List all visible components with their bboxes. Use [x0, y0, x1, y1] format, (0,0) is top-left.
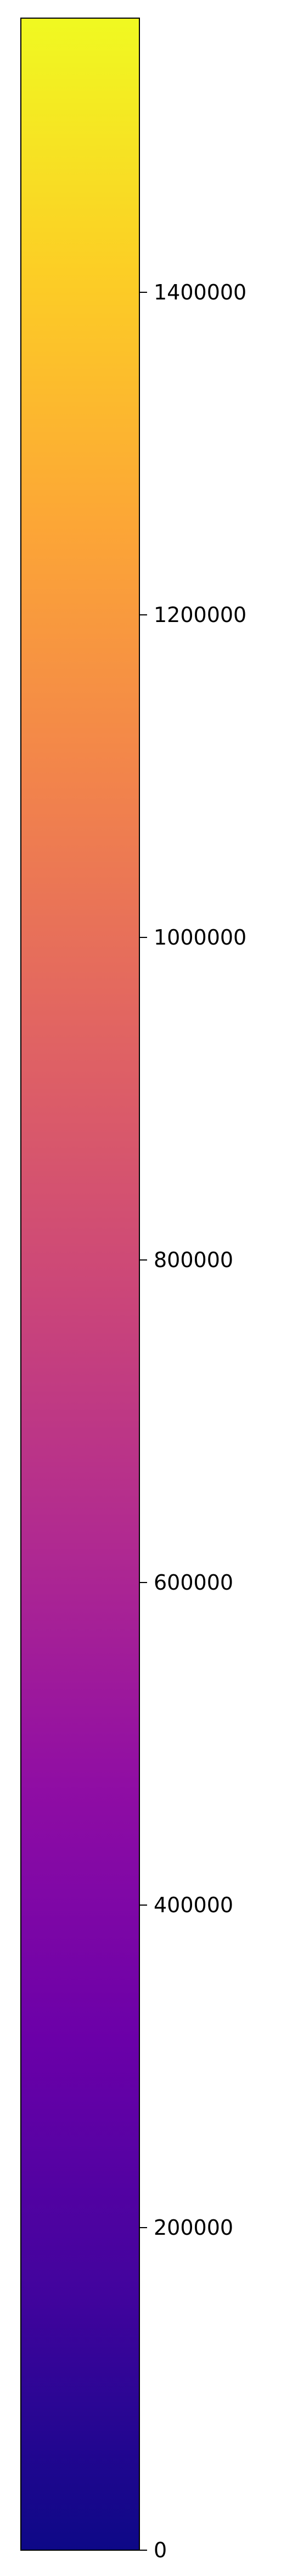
colorbar-ticks: 0 200000 400000 600000 800000 1000000 1200000 1…: [139, 280, 246, 2562]
tick-label: 200000: [154, 2216, 233, 2240]
colorbar-gradient: [21, 18, 139, 2550]
tick-label: 1200000: [154, 603, 246, 627]
tick-label: 1400000: [154, 280, 246, 304]
tick-label: 1000000: [154, 925, 246, 950]
tick-label: 600000: [154, 1570, 233, 1595]
tick-label: 0: [154, 2538, 167, 2562]
tick-label: 400000: [154, 1893, 233, 1917]
tick-label: 800000: [154, 1248, 233, 1272]
